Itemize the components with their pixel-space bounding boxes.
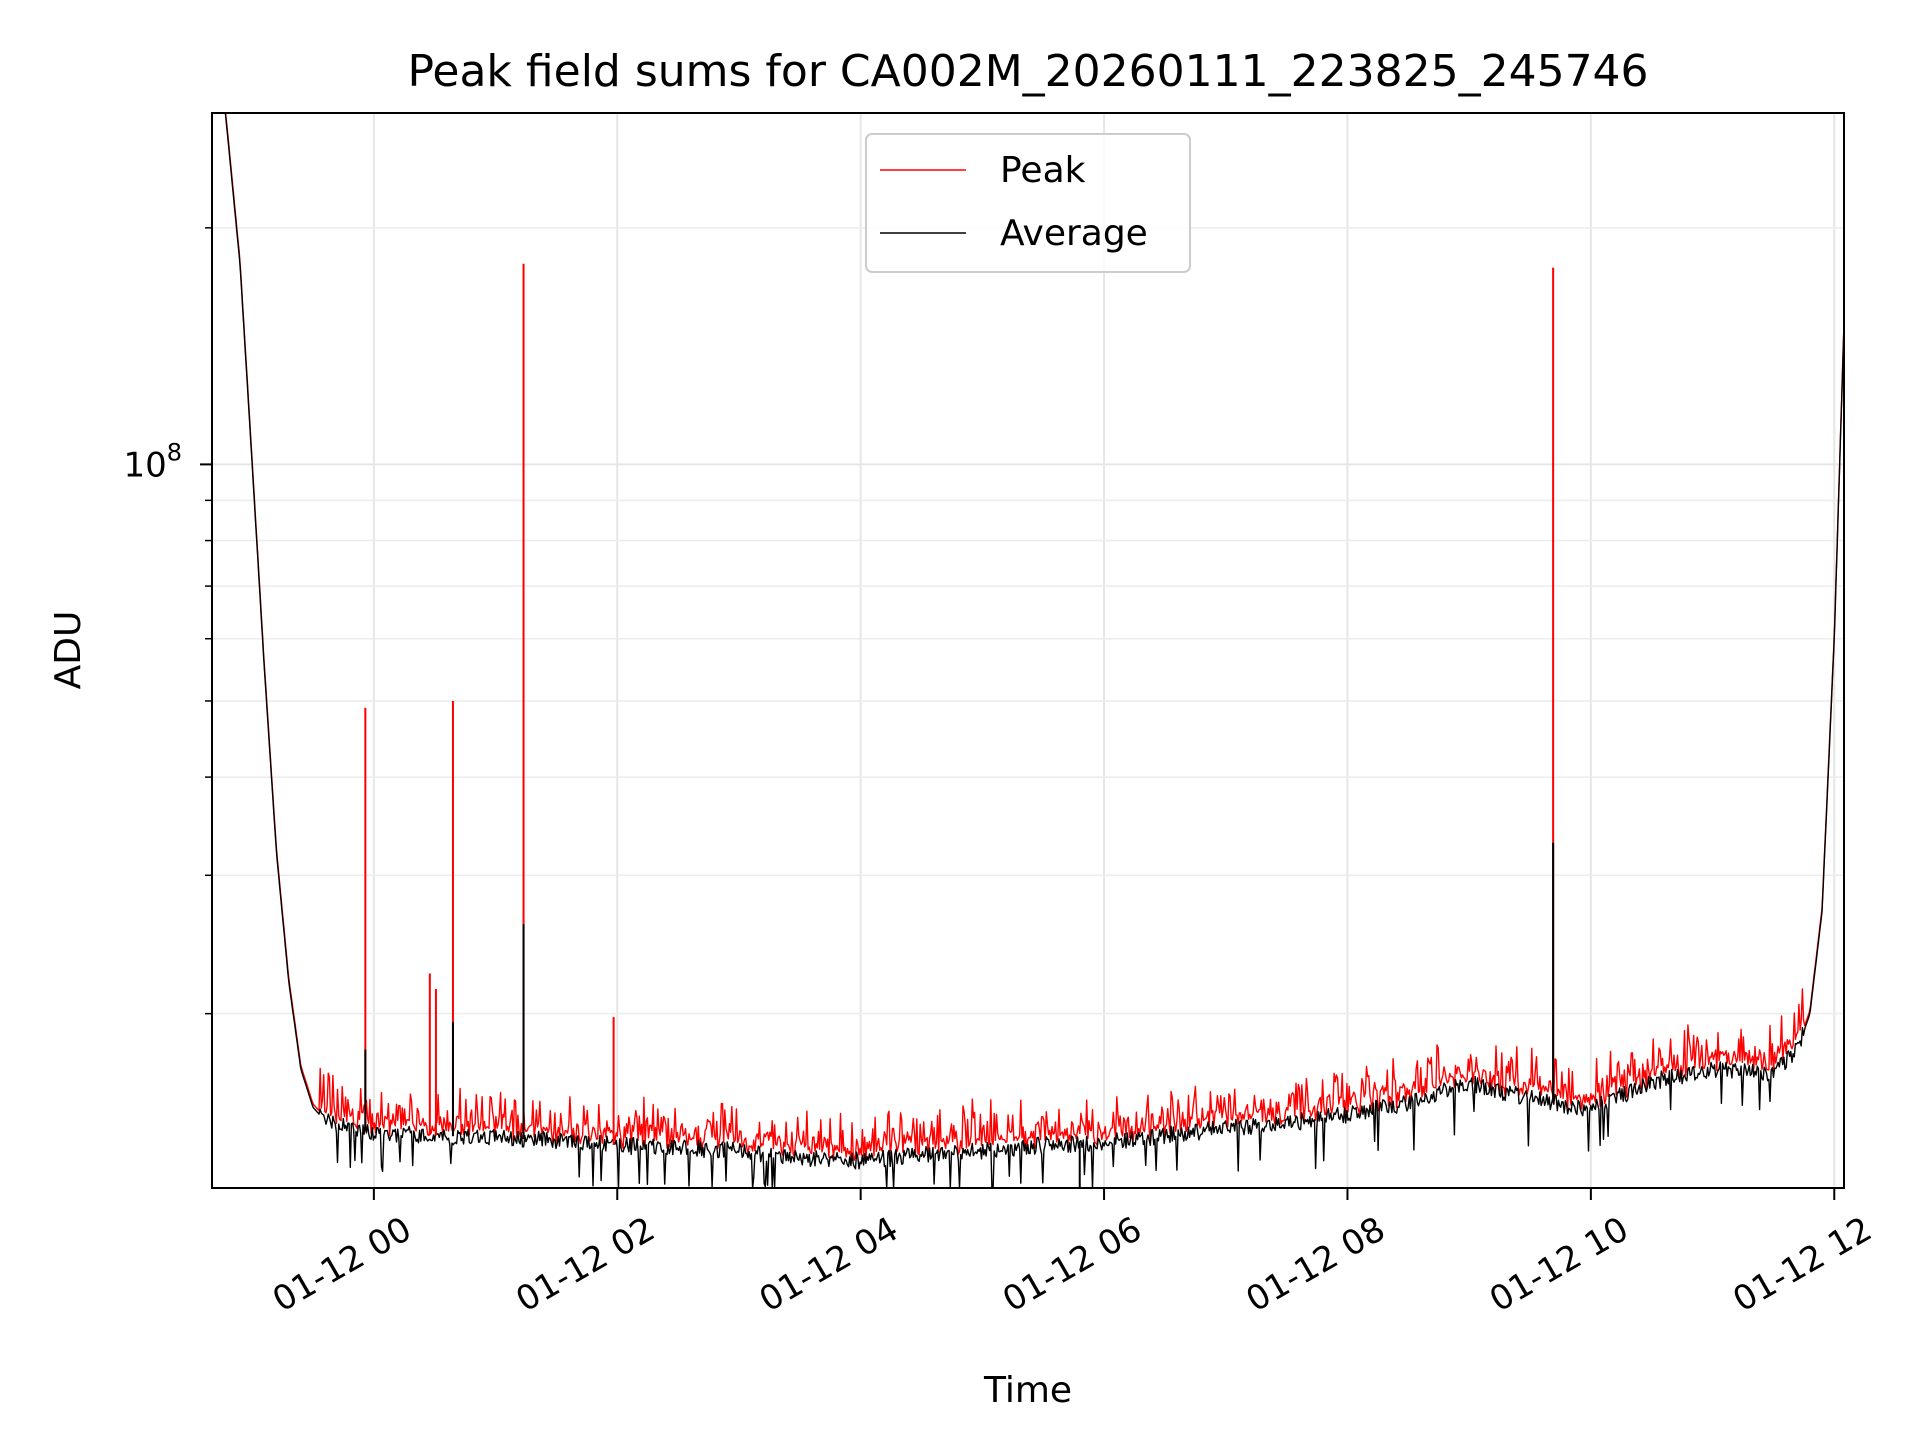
legend-box bbox=[865, 133, 1191, 273]
data-layer bbox=[224, 112, 1845, 1189]
chart-title: Peak field sums for CA002M_20260111_2238… bbox=[407, 46, 1648, 97]
grid bbox=[212, 113, 1844, 1188]
series-line-average bbox=[224, 112, 1845, 1189]
y-axis-label: ADU bbox=[48, 611, 89, 690]
legend: Peak Average bbox=[865, 133, 1191, 273]
x-axis-label: Time bbox=[983, 1370, 1072, 1411]
series-line-peak bbox=[224, 112, 1845, 1161]
legend-label-average: Average bbox=[1000, 213, 1148, 254]
legend-label-peak: Peak bbox=[1000, 150, 1086, 191]
y-tick-label: 108 bbox=[123, 438, 182, 485]
plot-frame bbox=[211, 112, 1845, 1189]
